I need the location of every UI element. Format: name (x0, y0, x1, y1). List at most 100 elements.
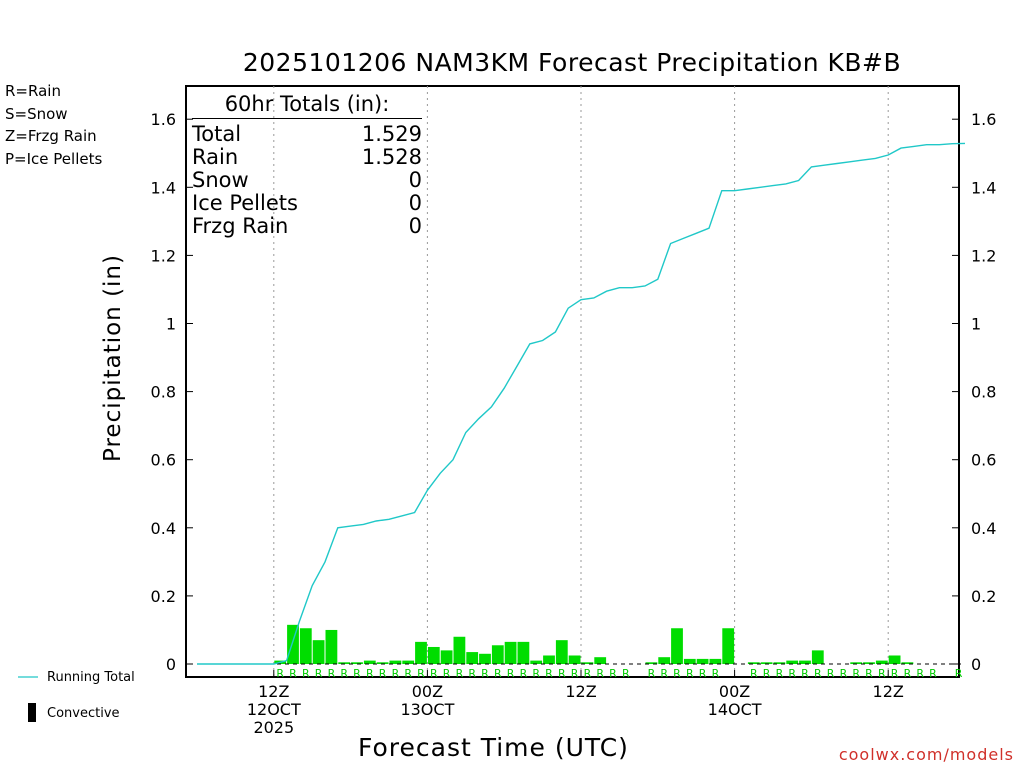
ptype-marker: R (673, 667, 681, 680)
ptype-marker: R (929, 667, 937, 680)
ptype-marker: R (443, 667, 451, 680)
x-tick-label: 13OCT (400, 700, 454, 719)
ptype-marker: R (763, 667, 771, 680)
ptype-marker: R (379, 667, 387, 680)
ptype-marker: R (891, 667, 899, 680)
ptype-marker: R (315, 667, 323, 680)
ptype-marker: R (788, 667, 796, 680)
y-tick-label-right: 0.8 (971, 383, 996, 402)
precip-bar (697, 659, 709, 664)
ptype-marker: R (571, 667, 579, 680)
precip-bar (287, 625, 299, 664)
precip-bar (658, 657, 670, 664)
y-tick-label-left: 1.2 (151, 246, 176, 265)
precip-bar (543, 655, 555, 664)
precip-bar (889, 655, 901, 664)
y-tick-label-right: 1.4 (971, 178, 996, 197)
y-tick-label-left: 0.4 (151, 519, 176, 538)
ptype-marker: R (507, 667, 515, 680)
precip-bar (812, 650, 824, 664)
ptype-marker: R (955, 667, 963, 680)
precip-bar (402, 661, 414, 664)
precip-bar (479, 654, 491, 664)
precip-bar (441, 650, 453, 664)
precip-bar (799, 661, 811, 664)
x-tick-label: 12OCT (247, 700, 301, 719)
y-tick-label-left: 0 (166, 655, 176, 674)
ptype-marker: R (648, 667, 656, 680)
y-tick-label-left: 1.4 (151, 178, 176, 197)
precip-bar (466, 652, 478, 664)
precip-bar (684, 659, 696, 664)
x-tick-label: 12Z (258, 682, 289, 701)
precip-bar (313, 640, 325, 664)
precip-bar (876, 661, 888, 664)
ptype-marker: R (622, 667, 630, 680)
ptype-marker: R (776, 667, 784, 680)
precip-bar (594, 657, 606, 664)
x-tick-label: 2025 (253, 718, 294, 737)
y-tick-label-right: 0 (971, 655, 981, 674)
ptype-marker: R (520, 667, 528, 680)
y-tick-label-right: 0.6 (971, 451, 996, 470)
ptype-marker: R (814, 667, 822, 680)
ptype-marker: R (609, 667, 617, 680)
y-tick-label-left: 1 (166, 315, 176, 334)
x-tick-label: 12Z (565, 682, 596, 701)
ptype-marker: R (302, 667, 310, 680)
ptype-marker: R (494, 667, 502, 680)
y-tick-label-left: 0.8 (151, 383, 176, 402)
precip-bar (556, 640, 568, 664)
ptype-marker: R (584, 667, 592, 680)
y-tick-label-left: 1.6 (151, 110, 176, 129)
y-tick-label-right: 0.4 (971, 519, 996, 538)
ptype-marker: R (366, 667, 374, 680)
ptype-marker: R (699, 667, 707, 680)
plot-frame (186, 86, 959, 677)
precip-bar (671, 628, 683, 664)
ptype-marker: R (392, 667, 400, 680)
x-tick-label: 12Z (873, 682, 904, 701)
precip-bar (454, 637, 466, 664)
ptype-marker: R (545, 667, 553, 680)
x-tick-label: 00Z (719, 682, 750, 701)
ptype-marker: R (852, 667, 860, 680)
x-tick-label: 14OCT (708, 700, 762, 719)
y-tick-label-left: 0.6 (151, 451, 176, 470)
precip-bar (300, 628, 312, 664)
ptype-marker: R (430, 667, 438, 680)
ptype-marker: R (328, 667, 336, 680)
y-tick-label-right: 1.6 (971, 110, 996, 129)
ptype-marker: R (596, 667, 604, 680)
ptype-marker: R (750, 667, 758, 680)
precip-bar (530, 661, 542, 664)
y-tick-label-right: 1 (971, 315, 981, 334)
ptype-marker: R (456, 667, 464, 680)
precip-bar (569, 655, 581, 664)
legend-convective-swatch (28, 703, 36, 722)
ptype-marker: R (481, 667, 489, 680)
ptype-marker: R (878, 667, 886, 680)
precip-bar (326, 630, 338, 664)
ptype-marker: R (916, 667, 924, 680)
ptype-marker: R (404, 667, 412, 680)
chart-area: RRRRRRRRRRRRRRRRRRRRRRRRRRRRRRRRRRRRRRRR… (0, 0, 1024, 768)
ptype-marker: R (289, 667, 297, 680)
precip-bar (492, 645, 504, 664)
precip-bar (786, 661, 798, 664)
precip-bar (505, 642, 517, 664)
ptype-marker: R (468, 667, 476, 680)
ptype-marker: R (904, 667, 912, 680)
ptype-marker: R (840, 667, 848, 680)
ptype-marker: R (276, 667, 284, 680)
ptype-marker: R (801, 667, 809, 680)
precip-bar (390, 661, 402, 664)
precip-bar (428, 647, 440, 664)
precip-bar (722, 628, 734, 664)
ptype-marker: R (532, 667, 540, 680)
x-tick-label: 00Z (412, 682, 443, 701)
ptype-marker: R (827, 667, 835, 680)
ptype-marker: R (558, 667, 566, 680)
precip-bar (415, 642, 427, 664)
ptype-marker: R (686, 667, 694, 680)
